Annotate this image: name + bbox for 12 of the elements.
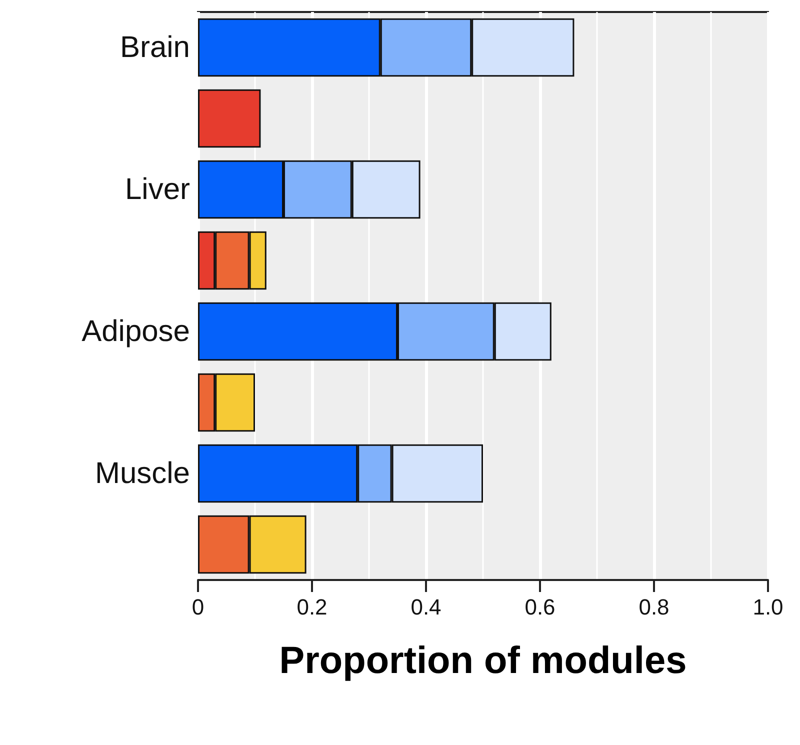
bar [198, 89, 261, 148]
x-tick-label: 1.0 [752, 594, 784, 620]
x-tick-label: 0.8 [638, 594, 670, 620]
x-tick-label: 0.6 [524, 594, 556, 620]
y-tick-label: Liver [124, 173, 190, 206]
y-tick-label: Brain [120, 31, 190, 64]
y-tick-label: Adipose [82, 315, 190, 348]
x-axis-title: Proportion of modules [279, 640, 687, 682]
x-tick-label: 0.4 [410, 594, 442, 620]
y-tick-label: Muscle [94, 457, 190, 490]
x-tick-label: 0.2 [296, 594, 328, 620]
x-tick-label: 0 [192, 594, 204, 620]
